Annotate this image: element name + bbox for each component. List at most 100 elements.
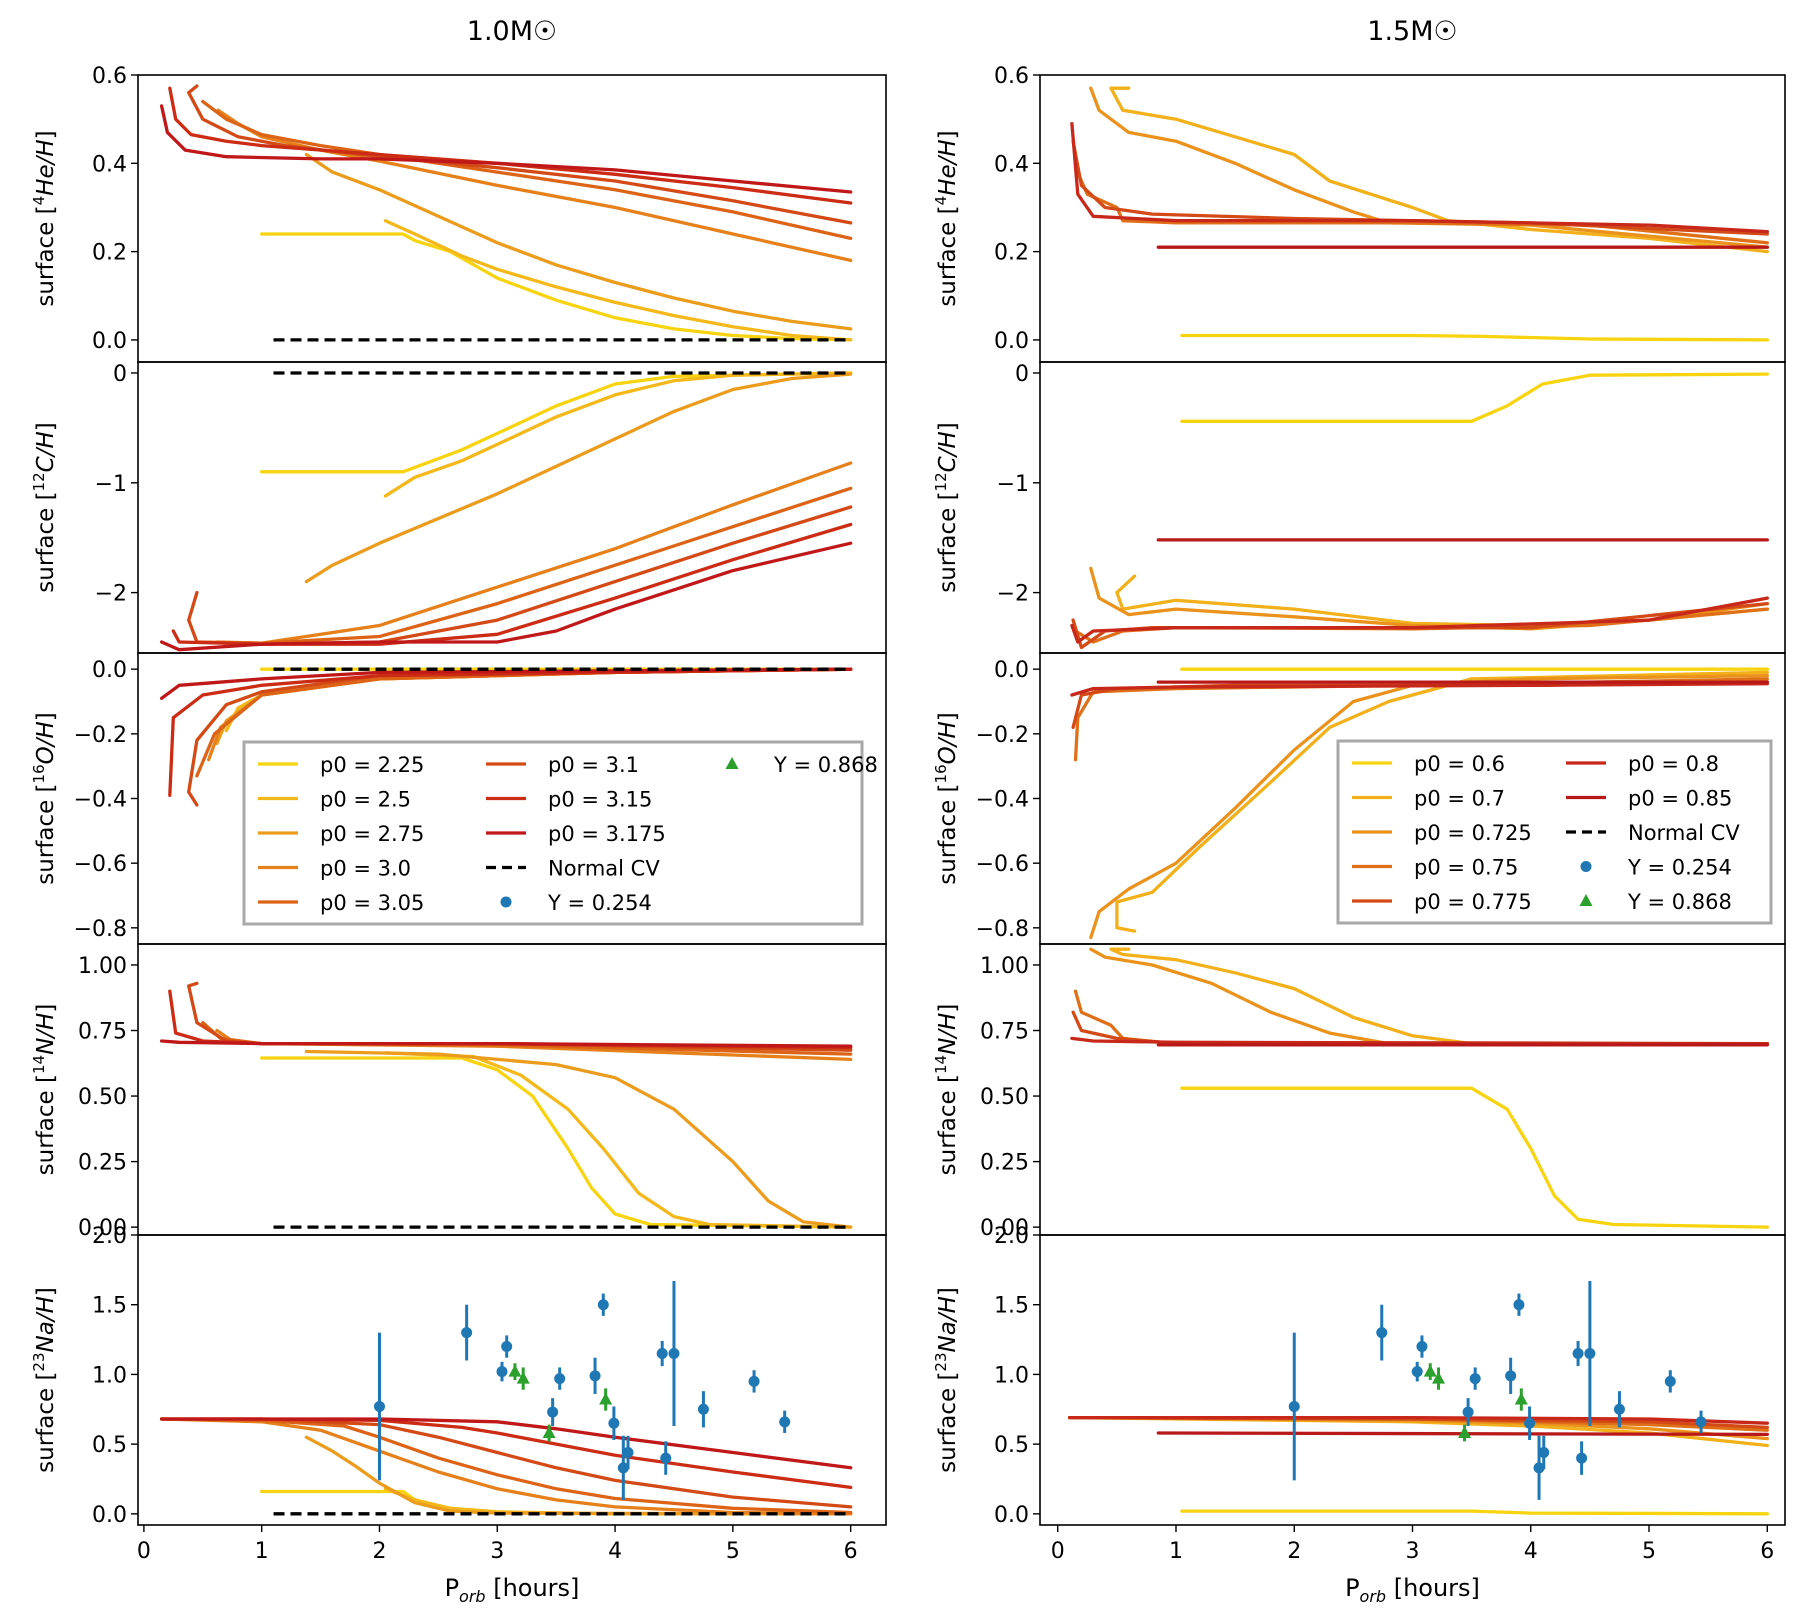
y-tick-label-c1-r2-3: −0.2 <box>976 723 1029 748</box>
series-line-p0-2-75-c0-r4 <box>304 1435 853 1516</box>
obs-point-y-0-254-c0-r4-16 <box>779 1416 791 1428</box>
series-line-p0-2-5-c0-r1 <box>383 371 853 498</box>
plot-area-c1-r1 <box>1070 372 1769 650</box>
y-tick-label-c1-r0-2: 0.4 <box>994 152 1029 177</box>
plot-lines-layer <box>159 84 1769 1516</box>
y-tick-label-c0-r1-0: −2 <box>95 582 127 607</box>
y-label-species: He/H <box>935 139 961 196</box>
series-line-p0-0-7-c1-r0 <box>1109 86 1769 254</box>
series-line-p0-2-25-c0-r0 <box>260 232 853 342</box>
obs-point-y-0-868-c0-r4-0 <box>508 1364 522 1377</box>
series-line-p0-2-25-c0-r1 <box>260 371 853 474</box>
series-line-p0-3-0-c0-r4 <box>159 1417 853 1516</box>
obs-point-y-0-868-c0-r4-1 <box>516 1371 530 1384</box>
y-tick-label-c0-r4-0: 0.0 <box>92 1503 127 1528</box>
x-tick-label-c1-r4-4: 4 <box>1524 1539 1538 1564</box>
y-tick-label-c1-r2-1: −0.6 <box>976 852 1029 877</box>
y-label-prefix: surface [ <box>935 1372 961 1473</box>
y-label-isotope: 23 <box>932 1352 950 1371</box>
series-line-p0-3-15-c0-r0 <box>168 86 853 205</box>
series-line-p0-3-1-c0-r4 <box>159 1417 853 1509</box>
y-label-prefix: surface [ <box>33 783 59 884</box>
plot-area-c0-r4 <box>159 1281 853 1516</box>
y-tick-label-c1-r0-0: 0.0 <box>994 329 1029 354</box>
obs-point-y-0-868-c1-r4-3 <box>1514 1392 1528 1405</box>
y-axis-label-c0-r2: surface [16O/H] <box>30 712 59 885</box>
y-label-suffix: ] <box>33 422 59 431</box>
series-line-p0-3-175-c0-r2 <box>159 667 853 700</box>
y-tick-label-c0-r4-2: 1.0 <box>92 1363 127 1388</box>
legend-marker-col1-8 <box>1580 861 1592 872</box>
y-label-species: C/H <box>935 431 961 472</box>
x-label-main: P <box>1345 1574 1359 1602</box>
y-tick-label-c1-r3-1: 0.25 <box>980 1151 1029 1176</box>
obs-point-y-0-254-c1-r4-0 <box>1288 1400 1300 1412</box>
y-tick-label-c0-r0-2: 0.4 <box>92 152 127 177</box>
x-tick-label-c1-r4-6: 6 <box>1760 1539 1774 1564</box>
plot-area-c0-r0 <box>159 84 853 342</box>
obs-point-y-0-254-c1-r4-11 <box>1572 1348 1584 1360</box>
y-tick-label-c1-r1-2: 0 <box>1015 362 1029 387</box>
y-tick-label-c0-r3-1: 0.25 <box>78 1151 127 1176</box>
axes-frame-c0-r3 <box>137 943 887 1236</box>
obs-point-y-0-254-c1-r4-13 <box>1584 1348 1596 1360</box>
y-tick-label-c1-r4-1: 0.5 <box>994 1433 1029 1458</box>
obs-point-y-0-254-c0-r4-1 <box>461 1327 473 1339</box>
y-tick-label-c1-r0-3: 0.6 <box>994 64 1029 89</box>
x-tick-label-c1-r4-1: 1 <box>1169 1539 1183 1564</box>
obs-point-y-0-254-c1-r4-4 <box>1462 1406 1474 1418</box>
y-tick-label-c0-r2-4: 0.0 <box>92 658 127 683</box>
plot-area-c1-r3 <box>1070 947 1769 1229</box>
legend-label-col0-0: p0 = 2.25 <box>320 753 424 777</box>
legend-label-col1-9: Y = 0.868 <box>1627 890 1732 914</box>
y-label-isotope: 14 <box>30 1055 48 1074</box>
series-line-p0-0-8-c1-r0 <box>1070 121 1769 234</box>
series-line-p0-2-75-c0-r3 <box>304 1049 853 1229</box>
y-axis-label-c1-r0: surface [4He/H] <box>932 130 961 306</box>
obs-point-y-0-254-c0-r4-9 <box>617 1462 629 1474</box>
series-line-p0-0-775-c1-r3 <box>1071 1010 1769 1046</box>
series-line-p0-3-15-c0-r2 <box>168 667 853 797</box>
x-tick-label-c1-r4-2: 2 <box>1287 1539 1301 1564</box>
y-label-prefix: surface [ <box>935 783 961 884</box>
legend-label-col0-6: p0 = 3.15 <box>548 788 652 812</box>
x-tick-label-c0-r4-0: 0 <box>137 1539 151 1564</box>
obs-point-y-0-254-c1-r4-6 <box>1505 1370 1517 1382</box>
y-tick-label-c0-r3-4: 1.00 <box>78 954 127 979</box>
obs-point-y-0-868-c0-r4-3 <box>599 1392 613 1405</box>
obs-point-y-0-254-c1-r4-14 <box>1613 1403 1625 1415</box>
y-tick-label-c1-r3-2: 0.50 <box>980 1085 1029 1110</box>
plot-area-c0-r1 <box>159 371 853 652</box>
axes-frame-c0-r1 <box>137 361 887 654</box>
y-axis-label-c0-r1: surface [12C/H] <box>30 422 59 592</box>
y-label-isotope: 12 <box>932 472 950 491</box>
y-axis-label-c1-r4: surface [23Na/H] <box>932 1287 961 1473</box>
legend-marker-col0-9 <box>500 896 512 908</box>
legend-label-col1-2: p0 = 0.725 <box>1414 821 1532 845</box>
y-label-suffix: ] <box>33 1287 59 1296</box>
obs-point-y-0-254-c0-r4-4 <box>547 1406 559 1418</box>
y-label-suffix: ] <box>33 712 59 721</box>
y-label-prefix: surface [ <box>33 1372 59 1473</box>
x-tick-label-c0-r4-2: 2 <box>372 1539 386 1564</box>
plot-area-c1-r2 <box>1070 667 1769 940</box>
y-tick-label-c1-r2-2: −0.4 <box>976 788 1029 813</box>
obs-point-y-0-868-c0-r4-2 <box>542 1425 556 1438</box>
y-label-isotope: 16 <box>932 764 950 783</box>
y-tick-label-c1-r3-4: 1.00 <box>980 954 1029 979</box>
legend-label-col0-7: p0 = 3.175 <box>548 822 666 846</box>
y-tick-label-c1-r4-3: 1.5 <box>994 1294 1029 1319</box>
obs-point-y-0-254-c1-r4-16 <box>1695 1416 1707 1428</box>
series-line-p0-3-175-c0-r4 <box>159 1417 853 1470</box>
legend-col1: p0 = 0.6 p0 = 0.7 p0 = 0.725 p0 = 0.75 p0 = … <box>1336 739 1773 925</box>
y-tick-label-c1-r4-0: 0.0 <box>994 1503 1029 1528</box>
y-tick-label-c0-r2-3: −0.2 <box>74 723 127 748</box>
obs-point-y-0-254-c1-r4-8 <box>1524 1417 1536 1429</box>
column-title-1: 1.5M☉ <box>1367 16 1457 47</box>
y-tick-label-c0-r0-3: 0.6 <box>92 64 127 89</box>
y-tick-label-c1-r3-3: 0.75 <box>980 1020 1029 1045</box>
obs-point-y-0-254-c1-r4-15 <box>1664 1375 1676 1387</box>
obs-point-y-0-254-c0-r4-11 <box>656 1348 668 1360</box>
series-line-p0-2-25-c0-r3 <box>260 1056 853 1229</box>
obs-point-y-0-254-c0-r4-8 <box>608 1417 620 1429</box>
